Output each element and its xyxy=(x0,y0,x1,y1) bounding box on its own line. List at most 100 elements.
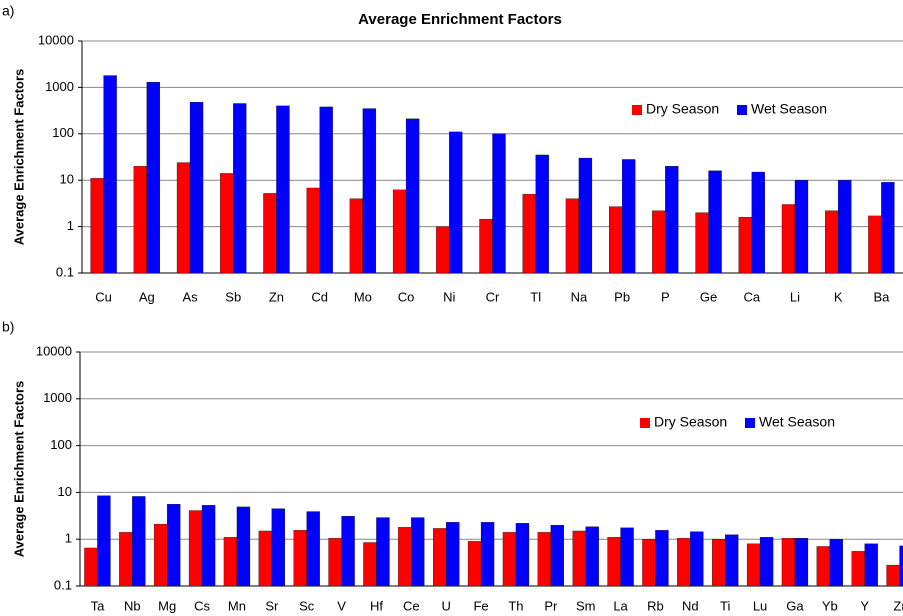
bar xyxy=(565,198,580,274)
y-tick-label: 10 xyxy=(60,172,74,187)
bar xyxy=(263,193,277,274)
bar xyxy=(176,162,191,274)
x-tick-label: Mo xyxy=(354,289,372,304)
bar xyxy=(864,543,878,587)
bar xyxy=(376,517,390,587)
bar xyxy=(522,194,536,274)
bar xyxy=(886,564,900,587)
y-tick-label: 100 xyxy=(52,125,74,140)
bar xyxy=(220,173,234,274)
bar xyxy=(838,180,852,274)
legend-swatch xyxy=(745,418,755,428)
bar xyxy=(725,534,739,587)
y-tick-label: 0.1 xyxy=(54,577,72,592)
bar xyxy=(449,131,463,274)
bar xyxy=(829,539,843,587)
x-tick-label: As xyxy=(182,289,198,304)
x-tick-label: Ca xyxy=(743,289,760,304)
x-tick-label: Pb xyxy=(614,289,630,304)
bar xyxy=(620,527,634,587)
y-tick-label: 1000 xyxy=(45,79,74,94)
bar xyxy=(585,526,599,587)
x-tick-label: Sc xyxy=(299,598,315,613)
bar xyxy=(655,530,669,587)
x-tick-label: Ta xyxy=(91,598,106,613)
bar xyxy=(825,210,839,274)
bar xyxy=(515,523,530,587)
y-tick-label: 10000 xyxy=(36,343,72,358)
bar xyxy=(293,530,307,587)
bar xyxy=(881,182,895,274)
x-tick-label: Mn xyxy=(228,598,246,613)
x-tick-label: Ag xyxy=(139,289,155,304)
bar xyxy=(103,75,117,274)
x-tick-label: Cr xyxy=(486,289,500,304)
bar xyxy=(328,538,342,587)
legend-label: Wet Season xyxy=(751,101,827,117)
bar xyxy=(608,206,623,274)
bar xyxy=(306,187,320,274)
bar xyxy=(578,157,593,274)
bar xyxy=(794,538,809,587)
x-tick-label: Ti xyxy=(720,598,730,613)
bar xyxy=(751,171,765,274)
bar xyxy=(572,530,586,587)
y-axis-label: Average Enrichment Factors xyxy=(11,69,26,246)
bar xyxy=(349,198,364,274)
bar xyxy=(677,538,691,587)
bar xyxy=(405,118,420,274)
x-tick-label: Nb xyxy=(124,598,141,613)
bar xyxy=(746,543,761,587)
x-tick-label: Sm xyxy=(576,598,596,613)
bar xyxy=(738,216,752,274)
legend-label: Dry Season xyxy=(646,101,719,117)
bar xyxy=(899,545,903,587)
x-tick-label: Sb xyxy=(225,289,241,304)
y-tick-label: 1 xyxy=(65,531,72,546)
x-tick-label: Ga xyxy=(786,598,804,613)
x-tick-label: Sr xyxy=(265,598,279,613)
bar xyxy=(433,528,447,587)
bar xyxy=(781,204,796,274)
y-tick-label: 1000 xyxy=(43,390,72,405)
x-tick-label: Yb xyxy=(822,598,838,613)
bar xyxy=(223,537,238,587)
bar xyxy=(781,538,796,587)
bar xyxy=(436,226,450,274)
y-tick-label: 1 xyxy=(67,218,74,233)
bar xyxy=(362,108,377,274)
bar xyxy=(306,511,320,587)
bar xyxy=(851,551,865,587)
panel-label: a) xyxy=(2,3,14,19)
x-tick-label: Cs xyxy=(194,598,210,613)
x-tick-label: Na xyxy=(571,289,588,304)
x-tick-label: Co xyxy=(398,289,415,304)
bar xyxy=(119,532,133,587)
x-tick-label: Zr xyxy=(893,598,903,613)
x-tick-label: Lu xyxy=(753,598,767,613)
bar xyxy=(652,210,666,274)
bar xyxy=(411,517,425,587)
x-tick-label: Cu xyxy=(95,289,112,304)
bar xyxy=(642,539,656,587)
bar xyxy=(132,496,146,587)
bar xyxy=(690,531,704,587)
bar xyxy=(467,541,482,587)
bar xyxy=(537,532,551,587)
bar xyxy=(621,159,636,274)
legend-swatch xyxy=(737,105,747,115)
bar xyxy=(276,105,290,274)
legend-label: Wet Season xyxy=(759,414,835,430)
bar xyxy=(233,103,247,274)
x-tick-label: Cd xyxy=(311,289,328,304)
x-tick-label: Y xyxy=(860,598,869,613)
x-tick-label: U xyxy=(441,598,450,613)
bar xyxy=(480,522,495,587)
bar xyxy=(146,81,160,274)
x-tick-label: Mg xyxy=(158,598,176,613)
y-tick-label: 100 xyxy=(50,437,72,452)
y-axis-label: Average Enrichment Factors xyxy=(11,381,26,558)
x-tick-label: Tl xyxy=(530,289,541,304)
